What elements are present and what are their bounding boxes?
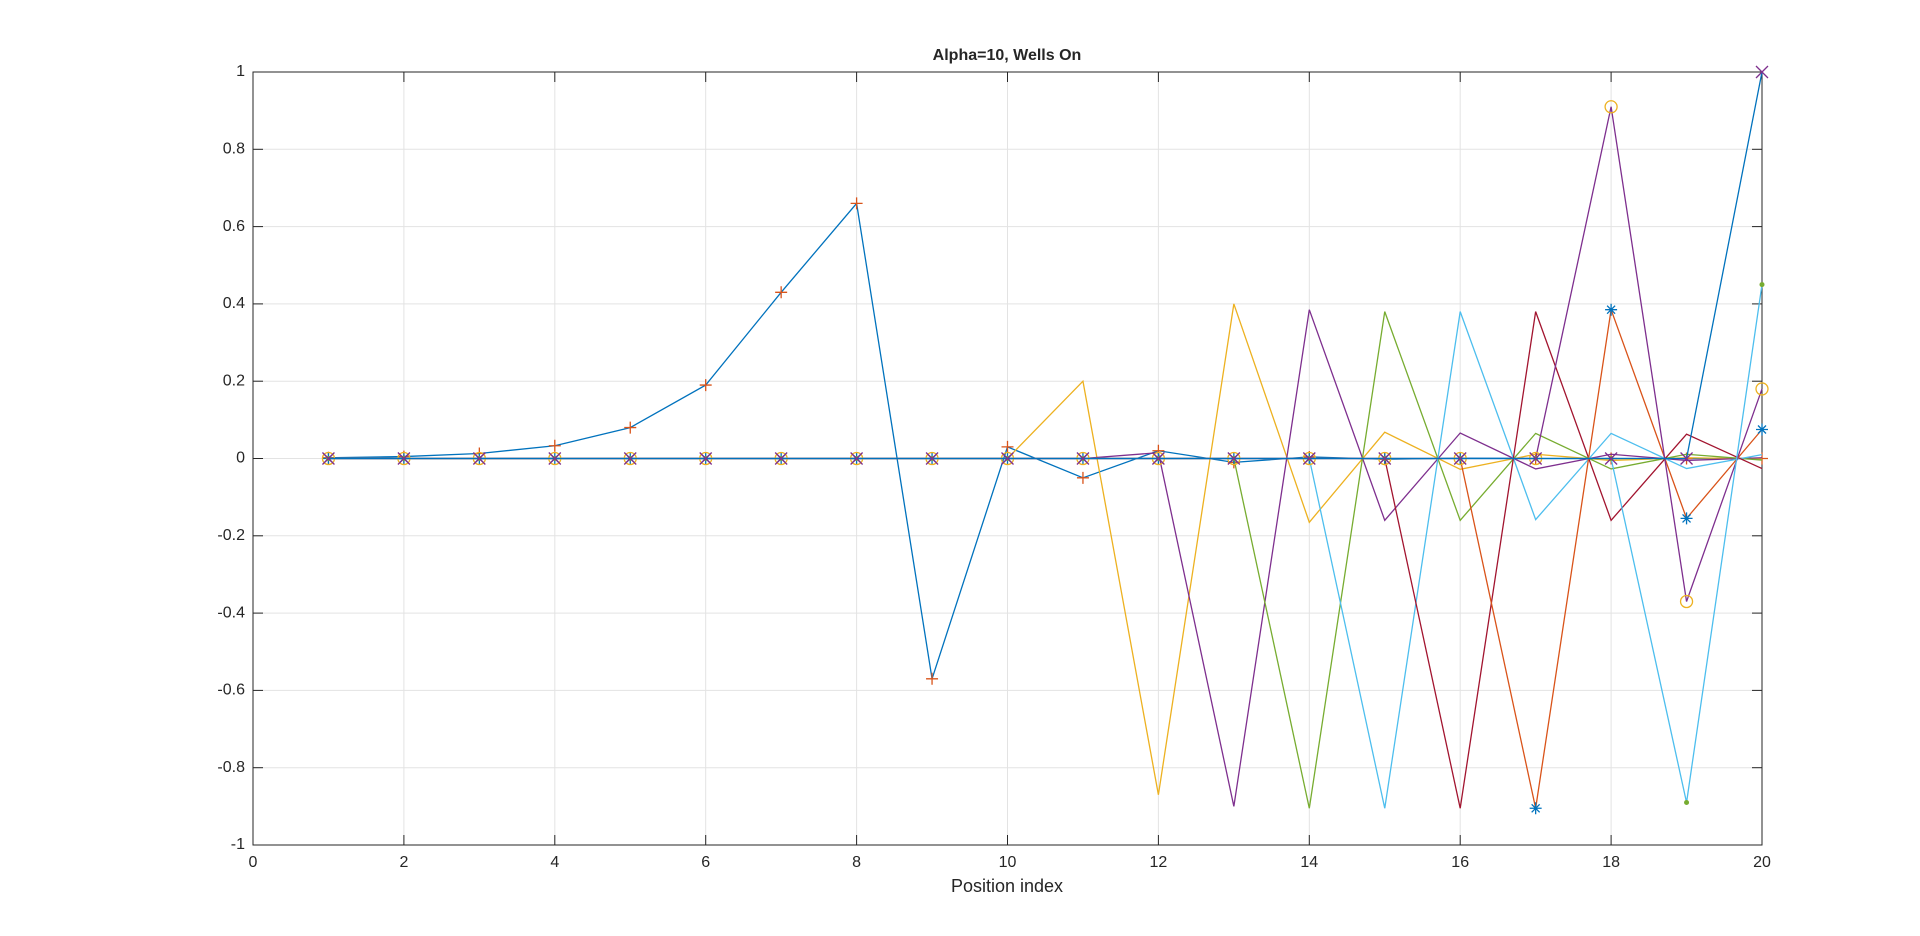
data-point [548,452,562,465]
data-point [1684,799,1690,805]
y-tick-label: -0.4 [217,604,245,621]
data-point [1605,303,1618,316]
x-tick-label: 0 [249,854,258,871]
data-point [925,452,939,465]
series-line [328,71,1763,460]
data-point [1759,282,1765,288]
data-point [1302,452,1316,465]
data-point [624,421,637,434]
y-tick-label: 1 [236,63,245,80]
x-axis-label: Position index [951,876,1063,896]
y-tick-label: 0.6 [223,218,245,235]
data-point [699,452,713,465]
data-point [397,452,411,465]
data-point [1378,452,1392,465]
data-point [1755,65,1769,79]
x-tick-label: 20 [1753,854,1771,871]
data-point [774,452,788,465]
y-tick-label: -1 [231,836,245,853]
data-point [321,452,335,465]
data-point [472,452,486,465]
y-tick-label: -0.8 [217,759,245,776]
data-point [699,379,712,392]
data-point [1604,452,1618,465]
x-tick-label: 12 [1150,854,1168,871]
data-point [548,439,561,452]
data-point [1604,100,1618,114]
data-point [623,452,637,465]
data-point [1076,471,1089,484]
chart-title: Alpha=10, Wells On [933,47,1082,64]
y-tick-label: -0.2 [217,527,245,544]
x-tick-label: 18 [1602,854,1620,871]
data-point [1076,452,1090,465]
x-tick-label: 8 [852,854,861,871]
data-point [1001,440,1014,453]
x-tick-label: 2 [399,854,408,871]
x-tick-label: 16 [1451,854,1469,871]
data-point [775,286,788,299]
data-point [1453,452,1467,465]
data-point [1755,382,1769,396]
data-point [1529,802,1542,815]
data-point [1756,423,1768,436]
y-tick-label: 0.4 [223,295,245,312]
x-tick-label: 6 [701,854,710,871]
data-point [1227,452,1241,465]
data-point [1680,452,1694,465]
x-tick-label: 10 [999,854,1017,871]
y-tick-label: 0 [236,450,245,467]
data-point [1679,594,1694,609]
data-point [1529,452,1543,465]
data-point [850,452,864,465]
x-tick-label: 4 [550,854,559,871]
y-tick-label: 0.8 [223,141,245,158]
data-point [850,197,863,210]
data-point [1151,452,1165,465]
y-tick-label: 0.2 [223,372,245,389]
y-tick-label: -0.6 [217,682,245,699]
data-point [1680,512,1693,525]
data-point [1001,452,1014,465]
data-point [926,672,939,685]
x-tick-label: 14 [1300,854,1318,871]
